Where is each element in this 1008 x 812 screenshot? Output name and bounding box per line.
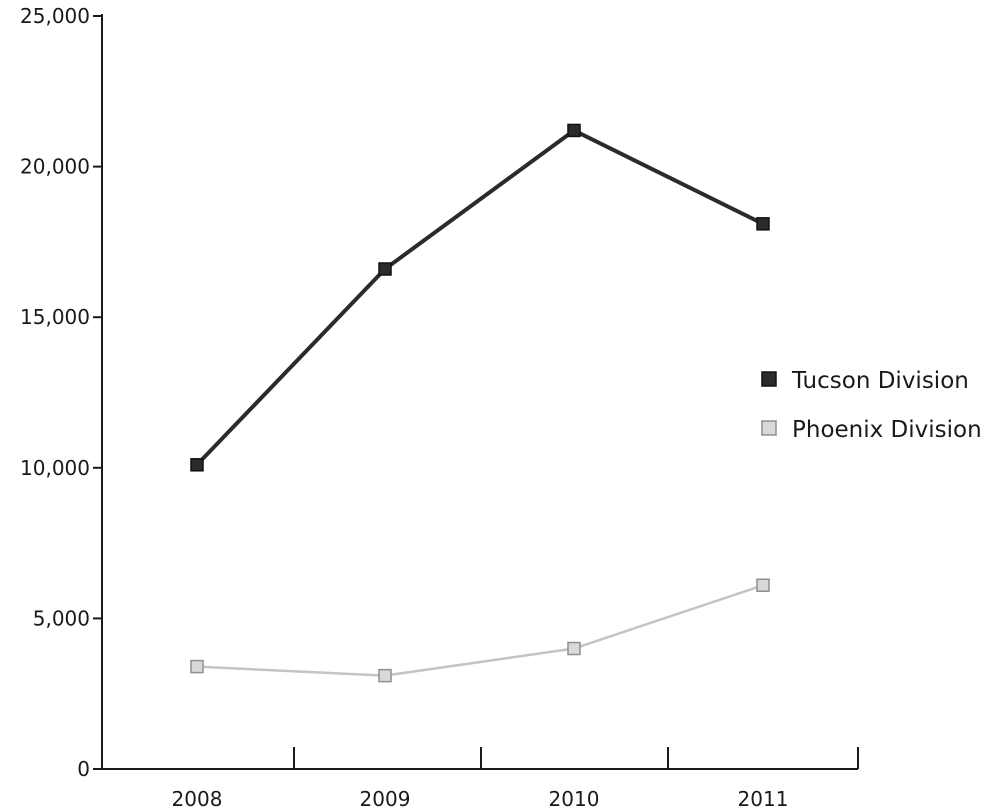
data-point-tucson-division-2011 xyxy=(756,217,770,231)
x-tick-label: 2011 xyxy=(738,787,789,811)
y-tick-label: 15,000 xyxy=(20,305,90,329)
y-tick-label: 0 xyxy=(77,757,90,781)
data-point-tucson-division-2008 xyxy=(190,458,204,472)
series-layer xyxy=(190,123,770,683)
x-tick-label: 2009 xyxy=(360,787,411,811)
x-tick-label: 2010 xyxy=(549,787,600,811)
data-point-phoenix-division-2011 xyxy=(756,578,770,593)
data-point-tucson-division-2009 xyxy=(378,262,392,276)
legend-swatch xyxy=(761,420,777,436)
series-line-phoenix-division xyxy=(196,584,764,677)
legend: Tucson Division Phoenix Division xyxy=(761,368,982,443)
data-point-phoenix-division-2008 xyxy=(190,659,204,674)
y-tick-label: 25,000 xyxy=(20,4,90,28)
legend-swatch xyxy=(761,371,777,387)
chart-axes xyxy=(94,14,858,770)
y-tick-label: 5,000 xyxy=(33,606,90,630)
data-point-phoenix-division-2009 xyxy=(378,668,392,683)
legend-label: Phoenix Division xyxy=(792,417,982,443)
data-point-tucson-division-2010 xyxy=(567,123,581,138)
data-point-phoenix-division-2010 xyxy=(567,641,581,656)
y-tick-label: 20,000 xyxy=(20,155,90,179)
series-line-tucson-division xyxy=(195,128,764,467)
y-tick-label: 10,000 xyxy=(20,456,90,480)
x-tick-label: 2008 xyxy=(172,787,223,811)
y-axis-ticks: 0 5,000 10,000 15,000 20,000 25,000 xyxy=(20,4,102,781)
legend-label: Tucson Division xyxy=(791,368,969,394)
x-axis-ticks: 2008 2009 2010 2011 xyxy=(172,747,859,811)
